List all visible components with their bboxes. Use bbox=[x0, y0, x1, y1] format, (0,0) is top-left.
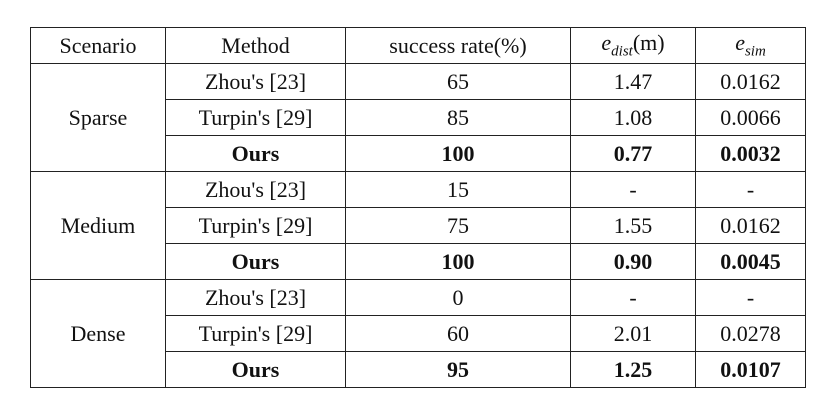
success-rate-cell: 65 bbox=[345, 63, 571, 100]
e-sim-cell: 0.0032 bbox=[695, 135, 806, 172]
e-dist-cell: 0.77 bbox=[570, 135, 696, 172]
header-scenario: Scenario bbox=[30, 27, 166, 64]
header-e-sim: esim bbox=[695, 27, 806, 64]
e-sim-cell: 0.0045 bbox=[695, 243, 806, 280]
success-rate-cell: 100 bbox=[345, 135, 571, 172]
success-rate-cell: 0 bbox=[345, 279, 571, 316]
e-dist-unit: (m) bbox=[632, 30, 665, 56]
header-method: Method bbox=[165, 27, 346, 64]
method-cell: Zhou's [23] bbox=[165, 63, 346, 100]
success-rate-cell: 85 bbox=[345, 99, 571, 136]
method-cell: Zhou's [23] bbox=[165, 279, 346, 316]
e-sim-cell: 0.0107 bbox=[695, 351, 806, 388]
e-dist-cell: - bbox=[570, 279, 696, 316]
table-row: Turpin's [29] 85 1.08 0.0066 bbox=[31, 99, 806, 136]
e-sim-cell: 0.0278 bbox=[695, 315, 806, 352]
e-dist-cell: 1.08 bbox=[570, 99, 696, 136]
header-row: Scenario Method success rate(%) edist(m)… bbox=[30, 27, 806, 64]
e-dist-symbol: e bbox=[601, 30, 612, 56]
e-dist-cell: - bbox=[570, 171, 696, 208]
table-row: Turpin's [29] 75 1.55 0.0162 bbox=[31, 207, 806, 244]
e-sim-cell: - bbox=[695, 171, 806, 208]
method-cell: Ours bbox=[165, 243, 346, 280]
e-dist-cell: 0.90 bbox=[570, 243, 696, 280]
scenario-cell: Dense bbox=[30, 279, 166, 388]
scenario-cell: Sparse bbox=[30, 63, 166, 172]
e-dist-cell: 1.25 bbox=[570, 351, 696, 388]
scenario-cell: Medium bbox=[30, 171, 166, 280]
e-dist-subscript: dist bbox=[611, 43, 633, 60]
success-rate-cell: 15 bbox=[345, 171, 571, 208]
header-success-rate: success rate(%) bbox=[345, 27, 571, 64]
table-row: Ours 95 1.25 0.0107 bbox=[31, 351, 806, 388]
table-row: Turpin's [29] 60 2.01 0.0278 bbox=[31, 315, 806, 352]
method-cell: Ours bbox=[165, 351, 346, 388]
success-rate-cell: 60 bbox=[345, 315, 571, 352]
method-cell: Turpin's [29] bbox=[165, 207, 346, 244]
table-row: Sparse Zhou's [23] 65 1.47 0.0162 bbox=[30, 63, 806, 172]
e-dist-cell: 2.01 bbox=[570, 315, 696, 352]
table-row: Dense Zhou's [23] 0- - bbox=[30, 279, 806, 388]
results-table: Scenario Method success rate(%) edist(m)… bbox=[30, 27, 806, 388]
success-rate-cell: 75 bbox=[345, 207, 571, 244]
e-sim-symbol: e bbox=[735, 30, 745, 56]
success-rate-cell: 100 bbox=[345, 243, 571, 280]
method-cell: Ours bbox=[165, 135, 346, 172]
table-row: Medium Zhou's [23] 15- - bbox=[30, 171, 806, 280]
success-rate-cell: 95 bbox=[345, 351, 571, 388]
e-sim-cell: - bbox=[695, 279, 806, 316]
method-cell: Zhou's [23] bbox=[165, 171, 346, 208]
e-dist-cell: 1.55 bbox=[570, 207, 696, 244]
method-cell: Turpin's [29] bbox=[165, 315, 346, 352]
e-sim-subscript: sim bbox=[744, 43, 766, 60]
e-sim-cell: 0.0162 bbox=[695, 207, 806, 244]
method-cell: Turpin's [29] bbox=[165, 99, 346, 136]
e-dist-cell: 1.47 bbox=[570, 63, 696, 100]
header-e-dist: edist(m) bbox=[570, 27, 696, 64]
e-sim-cell: 0.0066 bbox=[695, 99, 806, 136]
e-sim-cell: 0.0162 bbox=[695, 63, 806, 100]
table-row: Ours 100 0.90 0.0045 bbox=[31, 243, 806, 280]
